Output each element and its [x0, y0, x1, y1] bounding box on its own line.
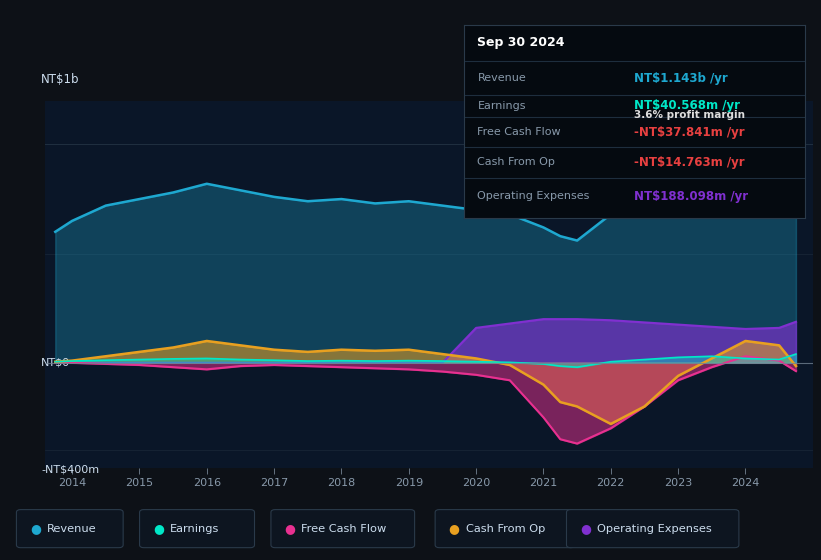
Text: Cash From Op: Cash From Op [478, 157, 555, 167]
Text: NT$1.143b /yr: NT$1.143b /yr [635, 72, 728, 85]
Text: Revenue: Revenue [47, 524, 96, 534]
Text: NT$0: NT$0 [41, 358, 71, 368]
Text: Earnings: Earnings [170, 524, 219, 534]
Text: ●: ● [284, 522, 296, 535]
Text: NT$1b: NT$1b [41, 73, 80, 86]
Text: Earnings: Earnings [478, 101, 526, 111]
Text: Free Cash Flow: Free Cash Flow [301, 524, 387, 534]
Text: 3.6% profit margin: 3.6% profit margin [635, 110, 745, 120]
Text: -NT$400m: -NT$400m [41, 465, 99, 475]
Text: ●: ● [30, 522, 41, 535]
Text: ●: ● [153, 522, 164, 535]
Text: ●: ● [580, 522, 591, 535]
Text: Free Cash Flow: Free Cash Flow [478, 128, 561, 137]
Text: NT$40.568m /yr: NT$40.568m /yr [635, 99, 741, 112]
Text: Operating Expenses: Operating Expenses [597, 524, 712, 534]
Text: Revenue: Revenue [478, 73, 526, 83]
Text: Cash From Op: Cash From Op [466, 524, 545, 534]
Text: -NT$14.763m /yr: -NT$14.763m /yr [635, 156, 745, 169]
Text: ●: ● [448, 522, 460, 535]
Text: NT$188.098m /yr: NT$188.098m /yr [635, 190, 749, 203]
Text: Sep 30 2024: Sep 30 2024 [478, 36, 565, 49]
Text: -NT$37.841m /yr: -NT$37.841m /yr [635, 126, 745, 139]
Text: Operating Expenses: Operating Expenses [478, 191, 589, 201]
